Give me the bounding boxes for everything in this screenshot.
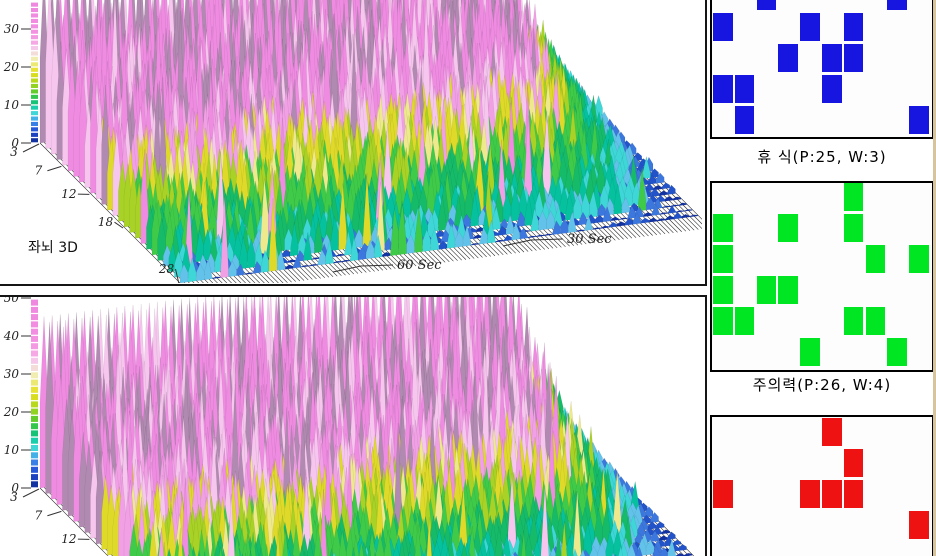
time-axis-label: 60 Sec (397, 258, 442, 273)
axes: 50 40 30 20 10 03 7 12 (3, 297, 90, 546)
grid-cell (756, 0, 777, 10)
attention-grid-panel (710, 181, 934, 372)
grid-cell (843, 44, 864, 72)
grid-cell (843, 13, 864, 41)
grid-cell (887, 338, 907, 366)
grid-cell (778, 44, 798, 72)
surface-mesh (39, 0, 698, 283)
amplitude-tick-label: 20 (3, 60, 20, 74)
frequency-tick-label: 7 (35, 509, 43, 523)
window-edge-strip (933, 0, 936, 556)
attention-grid-label: 주의력(P:26, W:4) (752, 376, 892, 394)
grid-cell (778, 276, 798, 304)
frequency-tick-label: 28 (158, 262, 175, 276)
third-grid-panel (710, 415, 934, 556)
amplitude-tick-label: 50 (4, 297, 20, 305)
grid-cell (822, 418, 842, 446)
amplitude-tick-label: 20 (3, 405, 20, 419)
grid-cell (865, 245, 886, 273)
amplitude-colorbar (31, 2, 38, 143)
grid-cell (800, 13, 820, 41)
bottom-3d-surface: 50 40 30 20 10 03 7 12 (3, 297, 695, 556)
frequency-tick-label: 12 (61, 532, 76, 546)
grid-cell (778, 214, 798, 242)
grid-cell (734, 106, 755, 134)
amplitude-tick-label: 30 (4, 22, 20, 36)
amplitude-tick-label: 0 (11, 136, 19, 150)
grid-cell (909, 511, 929, 539)
amplitude-tick-label: 10 (4, 443, 20, 457)
left-brain-3d-surface: 30 20 10 03 7 12 18 28 60 Sec 30 Sec 좌뇌 3D (3, 0, 702, 283)
frequency-tick-label: 3 (10, 490, 18, 504)
grid-cell (887, 0, 907, 10)
grid-cell (865, 307, 886, 335)
grid-cell (843, 307, 864, 335)
grid-cell (822, 480, 842, 508)
grid-cell (909, 106, 929, 134)
grid-cell (800, 480, 820, 508)
plot-title: 좌뇌 3D (28, 240, 78, 256)
frequency-tick-label: 12 (61, 187, 76, 201)
amplitude-tick-label: 10 (4, 98, 20, 112)
grid-cell (843, 449, 864, 477)
grid-cell (713, 13, 733, 41)
time-axis-label: 30 Sec (567, 232, 612, 247)
surface-mesh (39, 297, 693, 556)
frequency-tick-label: 18 (98, 215, 114, 229)
amplitude-tick-label: 40 (3, 329, 20, 343)
grid-cell (713, 75, 733, 103)
grid-cell (909, 245, 929, 273)
grid-cell (843, 480, 864, 508)
grid-cell (822, 44, 842, 72)
grid-cell (713, 245, 733, 273)
grid-cell (843, 214, 864, 242)
grid-cell (713, 214, 733, 242)
amplitude-colorbar (31, 299, 38, 488)
grid-cell (713, 307, 733, 335)
amplitude-tick-label: 30 (4, 367, 20, 381)
grid-cell (822, 75, 842, 103)
frequency-tick-label: 3 (10, 145, 18, 159)
frequency-tick-label: 7 (35, 164, 43, 178)
rest-grid-panel (710, 0, 934, 139)
grid-cell (713, 276, 733, 304)
grid-cell (843, 183, 864, 211)
grid-cell (756, 276, 777, 304)
amplitude-tick-label: 0 (11, 481, 19, 495)
grid-cell (800, 338, 820, 366)
axes: 30 20 10 03 7 12 18 28 60 Sec 30 Sec 좌뇌 3D (3, 22, 612, 283)
grid-cell (713, 480, 733, 508)
grid-cell (734, 307, 755, 335)
grid-cell (734, 75, 755, 103)
rest-grid-label: 휴 식(P:25, W:3) (757, 148, 887, 166)
